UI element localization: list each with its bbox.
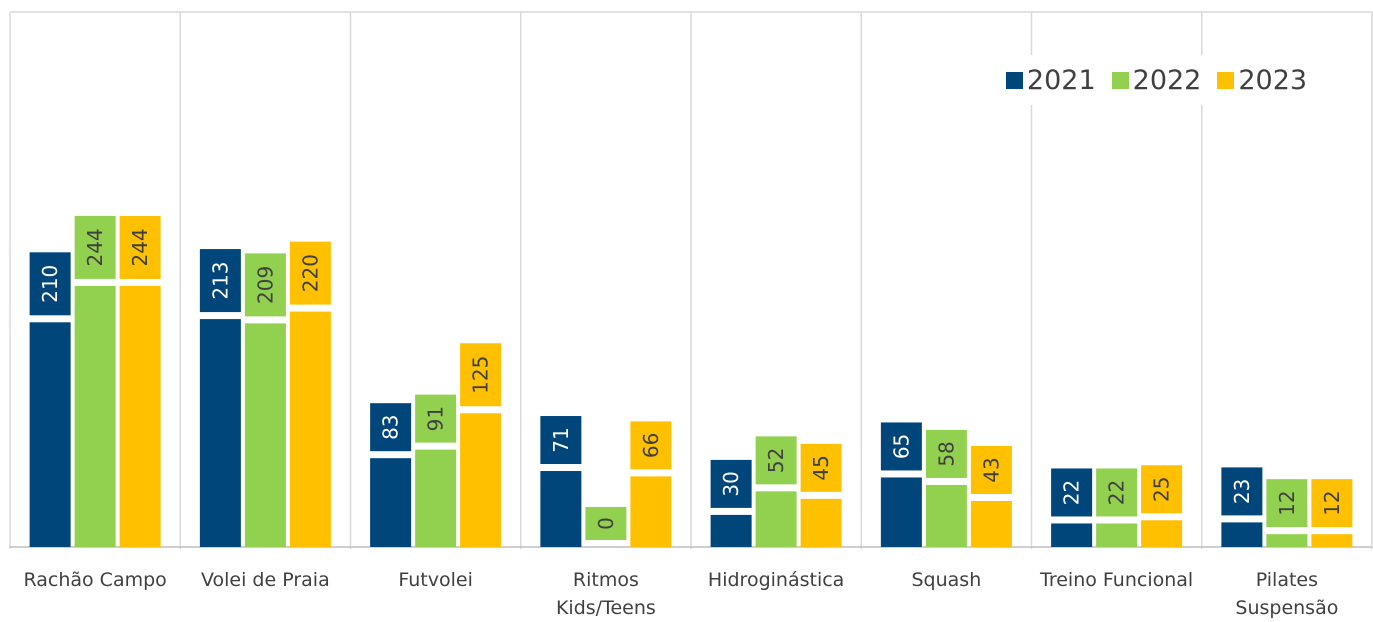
legend-label: 2021 <box>1027 65 1096 96</box>
bar <box>1096 523 1137 547</box>
bar <box>200 319 241 547</box>
data-label: 91 <box>424 406 448 431</box>
x-tick-label: Squash <box>863 566 1029 594</box>
data-label: 244 <box>128 228 152 266</box>
data-label: 45 <box>809 455 833 480</box>
data-label: 52 <box>764 448 788 473</box>
data-label: 66 <box>639 433 663 458</box>
data-label: 125 <box>469 356 493 394</box>
legend-swatch <box>1217 72 1234 89</box>
bar <box>711 515 752 547</box>
bar <box>120 286 161 547</box>
data-label: 22 <box>1060 480 1084 505</box>
x-tick-label: Rachão Campo <box>12 566 178 594</box>
bar <box>245 323 286 547</box>
bar <box>460 413 501 547</box>
bar <box>926 485 967 547</box>
data-label: 83 <box>379 414 403 439</box>
bar <box>971 501 1012 547</box>
x-tick-label: Hidroginástica <box>693 566 859 594</box>
data-label: 71 <box>549 427 573 452</box>
bar <box>1141 520 1182 547</box>
data-label: 12 <box>1275 490 1299 515</box>
legend: 2021 2022 2023 <box>980 55 1333 105</box>
bar <box>881 477 922 547</box>
data-label: 244 <box>83 228 107 266</box>
data-label: 12 <box>1320 490 1344 515</box>
bar <box>1311 534 1352 547</box>
legend-label: 2022 <box>1133 65 1202 96</box>
legend-item: 2022 <box>1112 65 1202 96</box>
bar <box>1051 523 1092 547</box>
bar <box>30 322 71 547</box>
x-tick-label: Volei de Praia <box>182 566 348 594</box>
data-label: 58 <box>934 441 958 466</box>
legend-swatch <box>1112 72 1129 89</box>
data-label: 22 <box>1105 480 1129 505</box>
legend-swatch <box>1006 72 1023 89</box>
x-tick-label: Pilates Suspensão <box>1232 566 1342 622</box>
bar <box>756 491 797 547</box>
data-label: 65 <box>889 434 913 459</box>
bar <box>801 499 842 547</box>
x-tick-label: Treino Funcional <box>1034 566 1200 594</box>
x-tick-label: Futvolei <box>353 566 519 594</box>
bar <box>290 312 331 547</box>
data-label: 25 <box>1150 477 1174 502</box>
bar <box>1221 522 1262 547</box>
data-label: 23 <box>1230 479 1254 504</box>
bar <box>630 476 671 547</box>
legend-item: 2023 <box>1217 65 1307 96</box>
data-label: 30 <box>719 471 743 496</box>
bar <box>370 458 411 547</box>
data-label: 43 <box>979 457 1003 482</box>
data-label: 213 <box>208 261 232 299</box>
data-label: 209 <box>253 266 277 304</box>
data-label: 220 <box>298 254 322 292</box>
bar <box>415 450 456 547</box>
bar <box>1266 534 1307 547</box>
bar <box>540 471 581 547</box>
legend-label: 2023 <box>1238 65 1307 96</box>
legend-item: 2021 <box>1006 65 1096 96</box>
data-label: 0 <box>594 517 618 530</box>
x-tick-label: Ritmos Kids/Teens <box>551 566 661 622</box>
bar <box>75 286 116 547</box>
data-label: 210 <box>38 265 62 303</box>
